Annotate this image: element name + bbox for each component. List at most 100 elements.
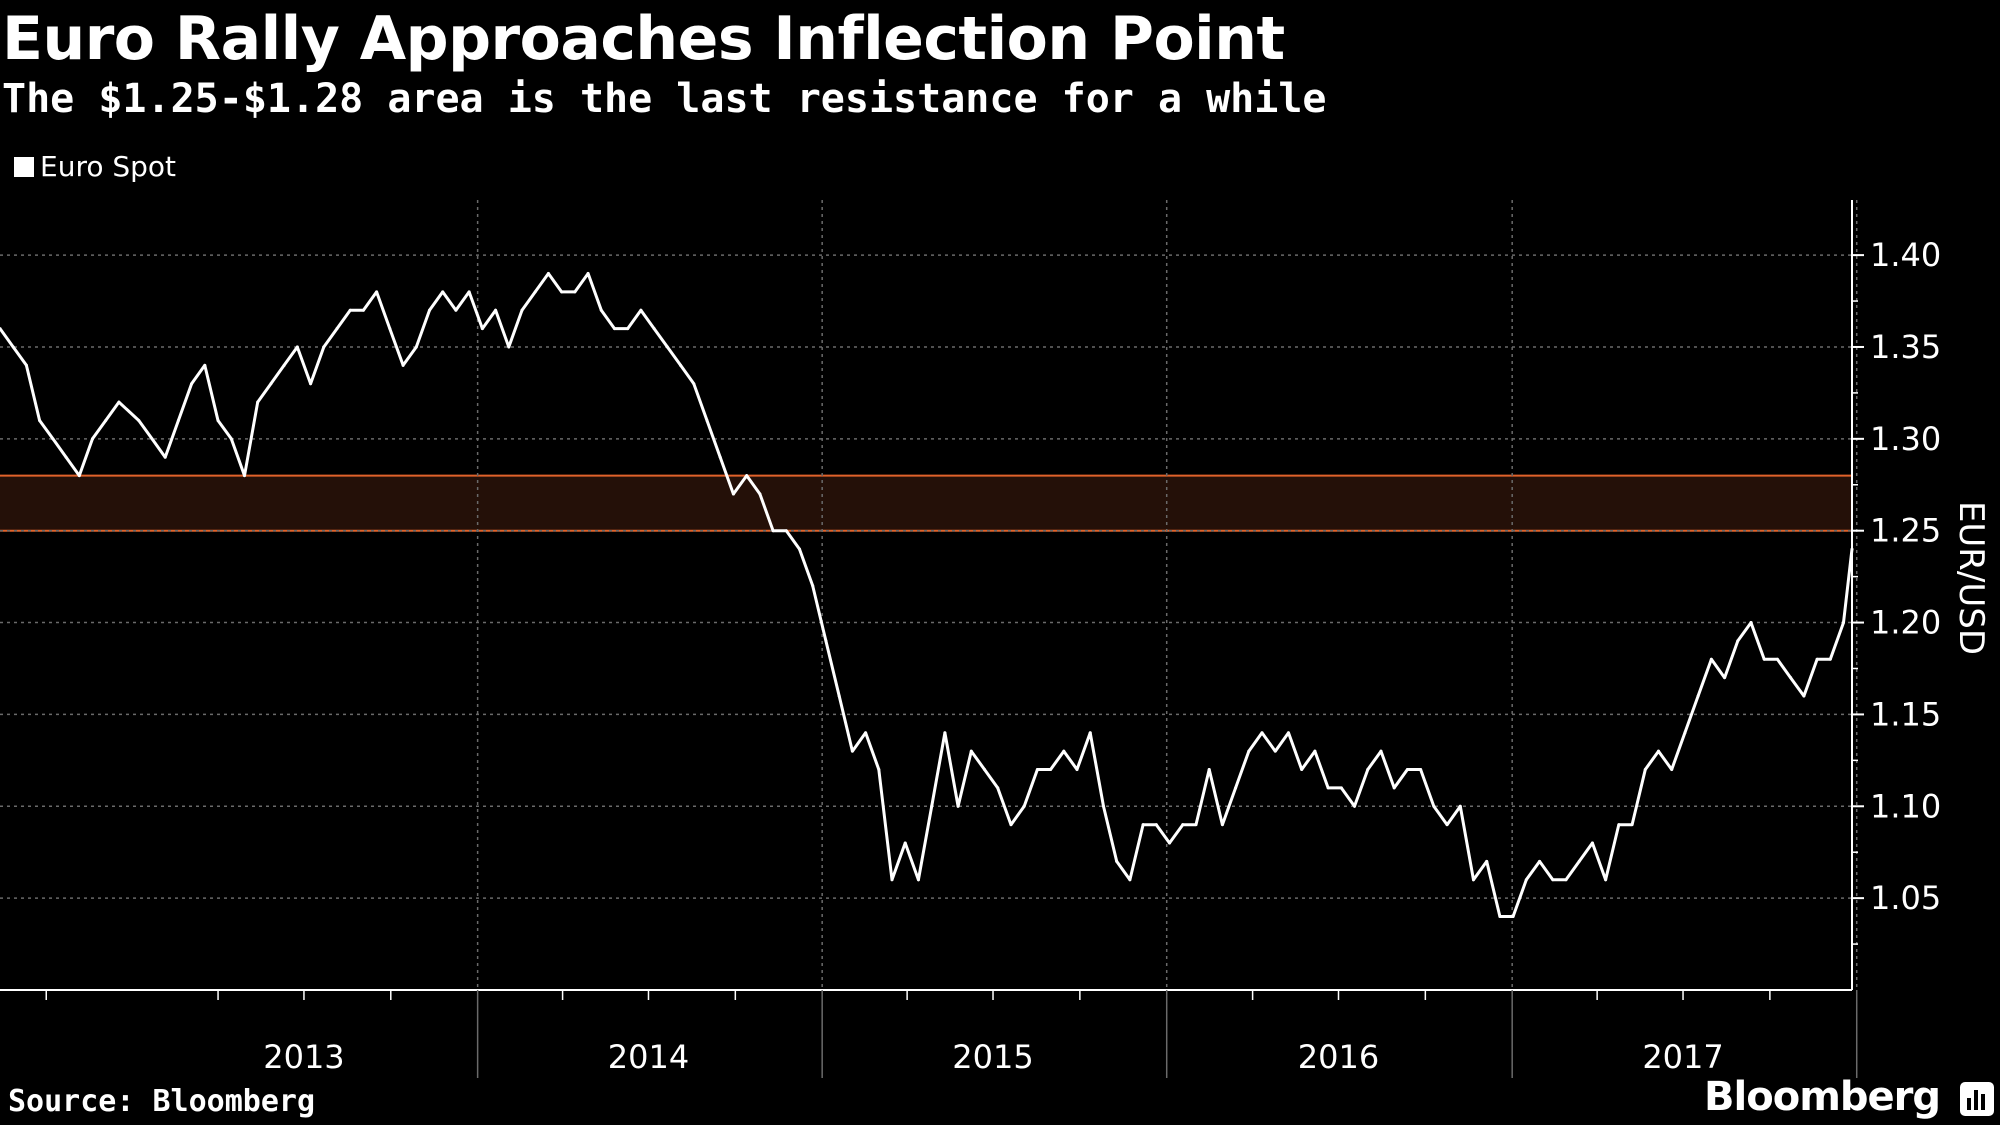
data-point	[24, 363, 28, 367]
data-point	[758, 492, 762, 496]
data-point	[533, 290, 537, 294]
data-point	[1617, 823, 1621, 827]
data-point	[877, 768, 881, 772]
data-point	[1802, 694, 1806, 698]
chart-subtitle: The $1.25-$1.28 area is the last resista…	[2, 76, 1327, 122]
data-point	[1260, 731, 1264, 735]
data-point	[903, 841, 907, 845]
y-axis-ticks: 1.05 1.10 1.15 1.20 1.25 1.30 1.35 1.40	[1852, 236, 1941, 945]
data-point	[163, 455, 167, 459]
data-point	[348, 308, 352, 312]
data-point	[916, 878, 920, 882]
data-point	[1828, 657, 1832, 661]
data-point	[269, 382, 273, 386]
y-tick-label: 1.25	[1870, 512, 1941, 550]
data-point	[117, 400, 121, 404]
data-point	[242, 474, 246, 478]
data-point	[824, 639, 828, 643]
data-point	[1850, 547, 1854, 551]
data-point	[996, 786, 1000, 790]
chart-title: Euro Rally Approaches Inflection Point	[2, 4, 1285, 74]
data-point	[91, 437, 95, 441]
data-point	[1392, 786, 1396, 790]
data-point	[1062, 749, 1066, 753]
data-point	[1313, 749, 1317, 753]
y-tick-label: 1.40	[1870, 236, 1941, 274]
data-point	[1749, 621, 1753, 625]
legend-swatch	[14, 156, 34, 177]
data-point	[1339, 786, 1343, 790]
data-point	[1234, 786, 1238, 790]
brand-logo: Bloomberg	[1704, 1074, 1941, 1120]
data-point	[480, 327, 484, 331]
data-point	[784, 529, 788, 533]
x-tick-label: 2015	[952, 1038, 1033, 1076]
data-point	[1022, 804, 1026, 808]
resistance-band	[0, 474, 1852, 532]
data-point	[1643, 768, 1647, 772]
data-point	[718, 455, 722, 459]
data-point	[639, 308, 643, 312]
data-point	[1379, 749, 1383, 753]
data-point	[665, 345, 669, 349]
data-point	[1049, 768, 1053, 772]
data-point	[1458, 804, 1462, 808]
data-point	[1590, 841, 1594, 845]
data-point	[837, 694, 841, 698]
y-tick-label: 1.05	[1870, 879, 1941, 917]
data-point	[626, 327, 630, 331]
data-point	[1181, 823, 1185, 827]
data-point	[256, 400, 260, 404]
data-point	[1670, 768, 1674, 772]
data-point	[705, 418, 709, 422]
x-tick-label: 2016	[1298, 1038, 1379, 1076]
axes	[0, 200, 1853, 991]
data-point	[652, 327, 656, 331]
data-point	[771, 529, 775, 533]
data-point	[850, 749, 854, 753]
data-point	[150, 437, 154, 441]
data-point	[1194, 823, 1198, 827]
data-point	[613, 327, 617, 331]
data-point	[1709, 657, 1713, 661]
data-point	[520, 308, 524, 312]
data-point	[282, 363, 286, 367]
data-point	[401, 363, 405, 367]
data-point	[1300, 768, 1304, 772]
x-tick-label: 2013	[263, 1038, 344, 1076]
data-point	[137, 418, 141, 422]
data-point	[388, 327, 392, 331]
data-point	[1128, 878, 1132, 882]
source-note: Source: Bloomberg	[8, 1084, 316, 1119]
data-point	[1498, 915, 1502, 919]
data-point	[375, 290, 379, 294]
data-point	[1842, 621, 1846, 625]
data-point	[798, 547, 802, 551]
y-tick-label: 1.15	[1870, 695, 1941, 733]
data-point	[599, 308, 603, 312]
data-point	[943, 731, 947, 735]
data-point	[507, 345, 511, 349]
data-point	[104, 418, 108, 422]
data-point	[811, 584, 815, 588]
data-point	[1101, 804, 1105, 808]
data-point	[586, 271, 590, 275]
data-point	[1723, 676, 1727, 680]
y-tick-label: 1.35	[1870, 328, 1941, 366]
data-point	[1035, 768, 1039, 772]
data-point	[930, 804, 934, 808]
y-axis-label: EUR/USD	[1951, 501, 1991, 655]
data-point	[494, 308, 498, 312]
y-tick-label: 1.30	[1870, 420, 1941, 458]
data-point	[309, 382, 313, 386]
data-point	[441, 290, 445, 294]
data-point	[203, 363, 207, 367]
data-point	[1075, 768, 1079, 772]
data-point	[1736, 639, 1740, 643]
series-group	[0, 271, 1854, 919]
legend-label: Euro Spot	[40, 150, 177, 183]
resistance-band-fill	[0, 475, 1852, 531]
data-point	[1405, 768, 1409, 772]
data-point	[216, 418, 220, 422]
data-point	[11, 345, 15, 349]
